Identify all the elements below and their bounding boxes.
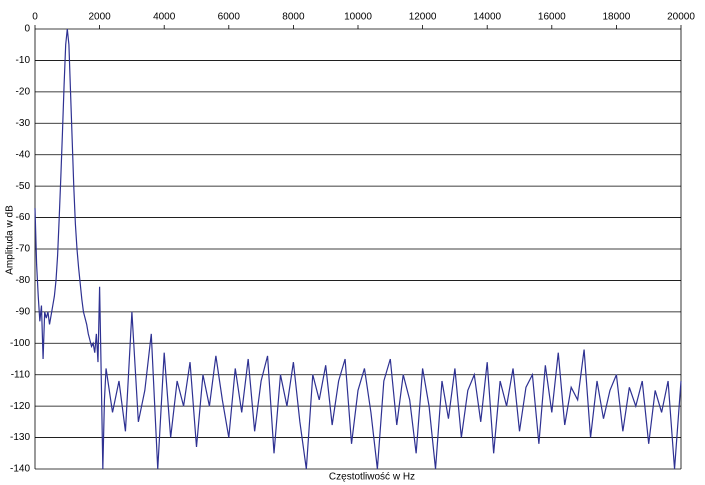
- y-tick-label: -140: [10, 464, 30, 475]
- y-tick-label: -110: [11, 369, 31, 380]
- y-tick-label: -90: [16, 306, 31, 317]
- y-tick-label: -50: [16, 181, 31, 192]
- x-tick-label: 10000: [344, 12, 372, 23]
- y-tick-label: -40: [16, 149, 31, 160]
- y-tick-label: -80: [16, 275, 31, 286]
- y-axis-title: Amplituda w dB: [5, 205, 16, 275]
- y-tick-label: -70: [16, 244, 31, 255]
- x-tick-label: 4000: [153, 12, 176, 23]
- x-axis-title: Częstotliwość w Hz: [329, 472, 415, 483]
- series-line: [34, 28, 682, 470]
- y-tick-label: -100: [10, 338, 30, 349]
- x-tick-label: 8000: [282, 12, 305, 23]
- y-tick-label: -10: [16, 55, 31, 66]
- x-tick-label: 20000: [667, 12, 695, 23]
- x-tick-label: 6000: [218, 12, 241, 23]
- y-tick-label: -120: [10, 401, 30, 412]
- y-tick-label: -130: [10, 432, 30, 443]
- y-tick-label: -20: [16, 86, 31, 97]
- y-tick-label: -30: [16, 118, 31, 129]
- y-tick-label: 0: [24, 24, 30, 35]
- x-tick-label: 12000: [409, 12, 437, 23]
- y-tick-label: -60: [16, 212, 31, 223]
- x-tick-label: 2000: [88, 12, 111, 23]
- x-tick-label: 14000: [473, 12, 501, 23]
- x-tick-label: 18000: [602, 12, 630, 23]
- x-tick-label: 0: [32, 12, 38, 23]
- x-tick-label: 16000: [538, 12, 566, 23]
